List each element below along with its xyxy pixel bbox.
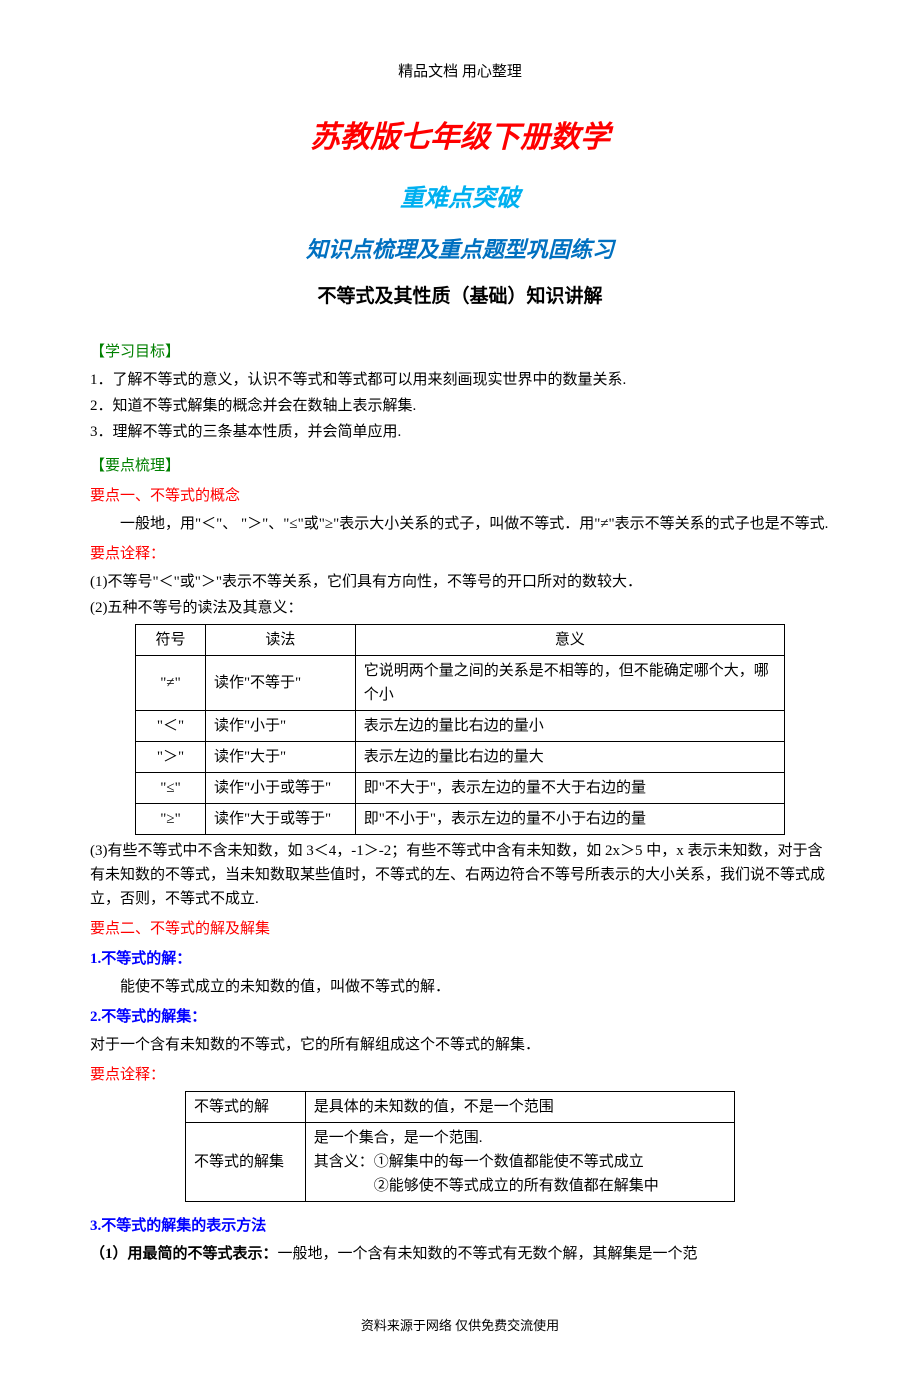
goal-item: 2．知道不等式解集的概念并会在数轴上表示解集. xyxy=(90,394,830,418)
table-cell: 即"不大于"，表示左边的量不大于右边的量 xyxy=(355,772,784,803)
point2-title: 要点二、不等式的解及解集 xyxy=(90,917,830,941)
table-cell: 它说明两个量之间的关系是不相等的，但不能确定哪个大，哪个小 xyxy=(355,655,784,710)
table-cell: 不等式的解集 xyxy=(186,1122,306,1201)
table-cell: 不等式的解 xyxy=(186,1091,306,1122)
point1-title: 要点一、不等式的概念 xyxy=(90,484,830,508)
goal-item: 1．了解不等式的意义，认识不等式和等式都可以用来刻画现实世界中的数量关系. xyxy=(90,368,830,392)
table-cell: "≤" xyxy=(136,772,206,803)
table-cell: 表示左边的量比右边的量小 xyxy=(355,710,784,741)
table-cell: 读作"不等于" xyxy=(205,655,355,710)
table-row: 不等式的解集 是一个集合，是一个范围. 其含义：①解集中的每一个数值都能使不等式… xyxy=(186,1122,735,1201)
s3a-body: 一般地，一个含有未知数的不等式有无数个解，其解集是一个范 xyxy=(278,1246,698,1262)
point1-a3: (3)有些不等式中不含未知数，如 3＜4，-1＞-2；有些不等式中含有未知数，如… xyxy=(90,839,830,911)
table-row: 符号 读法 意义 xyxy=(136,624,785,655)
points-heading: 【要点梳理】 xyxy=(90,454,830,478)
table-header: 读法 xyxy=(205,624,355,655)
title-sub3: 不等式及其性质（基础）知识讲解 xyxy=(90,282,830,312)
point2-s1-title: 1.不等式的解： xyxy=(90,947,830,971)
table-row: 不等式的解 是具体的未知数的值，不是一个范围 xyxy=(186,1091,735,1122)
point2-s2-body: 对于一个含有未知数的不等式，它的所有解组成这个不等式的解集． xyxy=(90,1033,830,1057)
table-cell: 是具体的未知数的值，不是一个范围 xyxy=(305,1091,734,1122)
goal-item: 3．理解不等式的三条基本性质，并会简单应用. xyxy=(90,420,830,444)
table-row: "＞" 读作"大于" 表示左边的量比右边的量大 xyxy=(136,741,785,772)
table-cell: 读作"小于" xyxy=(205,710,355,741)
table-cell: 读作"小于或等于" xyxy=(205,772,355,803)
table-cell: 是一个集合，是一个范围. 其含义：①解集中的每一个数值都能使不等式成立 ②能够使… xyxy=(305,1122,734,1201)
point2-s1-body: 能使不等式成立的未知数的值，叫做不等式的解． xyxy=(90,975,830,999)
goals-heading: 【学习目标】 xyxy=(90,340,830,364)
table-cell: "≥" xyxy=(136,803,206,834)
title-sub1: 重难点突破 xyxy=(90,180,830,218)
point2-s3-title: 3.不等式的解集的表示方法 xyxy=(90,1214,830,1238)
point1-a1: (1)不等号"＜"或"＞"表示不等关系，它们具有方向性，不等号的开口所对的数较大… xyxy=(90,570,830,594)
point1-a2: (2)五种不等号的读法及其意义： xyxy=(90,596,830,620)
table-cell: "＞" xyxy=(136,741,206,772)
table-header: 意义 xyxy=(355,624,784,655)
point1-body: 一般地，用"＜"、 "＞"、"≤"或"≥"表示大小关系的式子，叫做不等式．用"≠… xyxy=(90,512,830,536)
table-cell: 即"不小于"，表示左边的量不小于右边的量 xyxy=(355,803,784,834)
title-main: 苏教版七年级下册数学 xyxy=(90,114,830,162)
point2-s3a: （1）用最简的不等式表示：一般地，一个含有未知数的不等式有无数个解，其解集是一个… xyxy=(90,1242,830,1266)
point2-annot: 要点诠释： xyxy=(90,1063,830,1087)
point1-annot: 要点诠释： xyxy=(90,542,830,566)
page-header: 精品文档 用心整理 xyxy=(90,60,830,84)
table-cell: 读作"大于" xyxy=(205,741,355,772)
solution-table: 不等式的解 是具体的未知数的值，不是一个范围 不等式的解集 是一个集合，是一个范… xyxy=(185,1091,735,1202)
point2-s2-title: 2.不等式的解集： xyxy=(90,1005,830,1029)
table-row: "≤" 读作"小于或等于" 即"不大于"，表示左边的量不大于右边的量 xyxy=(136,772,785,803)
symbols-table: 符号 读法 意义 "≠" 读作"不等于" 它说明两个量之间的关系是不相等的，但不… xyxy=(135,624,785,835)
table-row: "≠" 读作"不等于" 它说明两个量之间的关系是不相等的，但不能确定哪个大，哪个… xyxy=(136,655,785,710)
table-cell: "＜" xyxy=(136,710,206,741)
title-sub2: 知识点梳理及重点题型巩固练习 xyxy=(90,232,830,267)
table-cell: 读作"大于或等于" xyxy=(205,803,355,834)
table-header: 符号 xyxy=(136,624,206,655)
s3a-label: （1）用最简的不等式表示： xyxy=(90,1246,278,1262)
table-row: "≥" 读作"大于或等于" 即"不小于"，表示左边的量不小于右边的量 xyxy=(136,803,785,834)
table-cell: "≠" xyxy=(136,655,206,710)
table-row: "＜" 读作"小于" 表示左边的量比右边的量小 xyxy=(136,710,785,741)
page-footer: 资料来源于网络 仅供免费交流使用 xyxy=(90,1316,830,1337)
table-cell: 表示左边的量比右边的量大 xyxy=(355,741,784,772)
